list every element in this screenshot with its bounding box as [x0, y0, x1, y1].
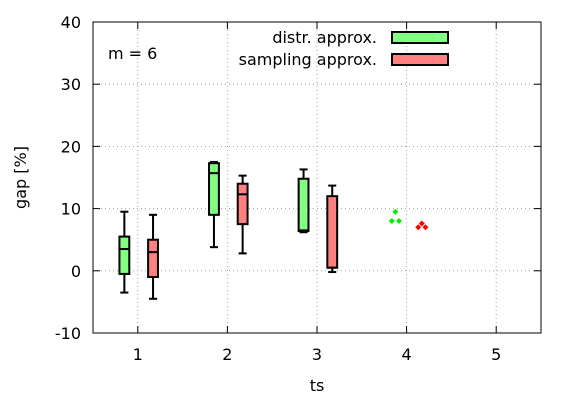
- x-tick-label: 4: [402, 345, 412, 364]
- box-body: [297, 177, 310, 232]
- outlier-point: [415, 224, 422, 231]
- y-tick-label: 20: [61, 137, 81, 156]
- outlier-points: [388, 208, 429, 231]
- plot-frame: [92, 21, 542, 334]
- legend-label: sampling approx.: [239, 50, 377, 69]
- grid: [93, 22, 541, 333]
- legend-swatch: [391, 53, 449, 66]
- legend-label: distr. approx.: [272, 28, 377, 47]
- annotation-m: m = 6: [108, 44, 157, 63]
- outlier-point: [422, 224, 429, 231]
- x-tick-label: 1: [133, 345, 143, 364]
- outlier-point: [418, 220, 425, 227]
- y-axis-label: gap [%]: [11, 146, 30, 209]
- box-body: [326, 195, 339, 269]
- outlier-point: [388, 218, 395, 225]
- y-tick-label: 30: [61, 75, 81, 94]
- axis-ticks: -10 0 10 20 30 40 1 2 3 4 5: [55, 13, 541, 364]
- x-tick-label: 5: [491, 345, 501, 364]
- box-distr: [208, 160, 220, 249]
- legend-swatch: [391, 31, 449, 44]
- x-axis-label: ts: [310, 376, 325, 395]
- box-distr: [118, 210, 131, 294]
- box-body: [236, 182, 249, 226]
- y-tick-label: 10: [61, 200, 81, 219]
- x-tick-label: 2: [222, 345, 232, 364]
- y-tick-label: 40: [61, 13, 81, 32]
- x-tick-label: 3: [312, 345, 322, 364]
- box-sampling: [236, 174, 249, 255]
- box-sampling: [147, 213, 159, 300]
- box-distr: [297, 168, 310, 234]
- box-body: [118, 235, 131, 275]
- box-series: [118, 160, 339, 300]
- box-body: [208, 162, 220, 216]
- box-body: [147, 238, 159, 279]
- outlier-point: [395, 218, 402, 225]
- y-tick-label: 0: [71, 262, 81, 281]
- y-tick-label: -10: [55, 324, 81, 343]
- legend: distr. approx. sampling approx.: [239, 28, 449, 69]
- box-sampling: [326, 184, 339, 274]
- outlier-point: [392, 208, 399, 215]
